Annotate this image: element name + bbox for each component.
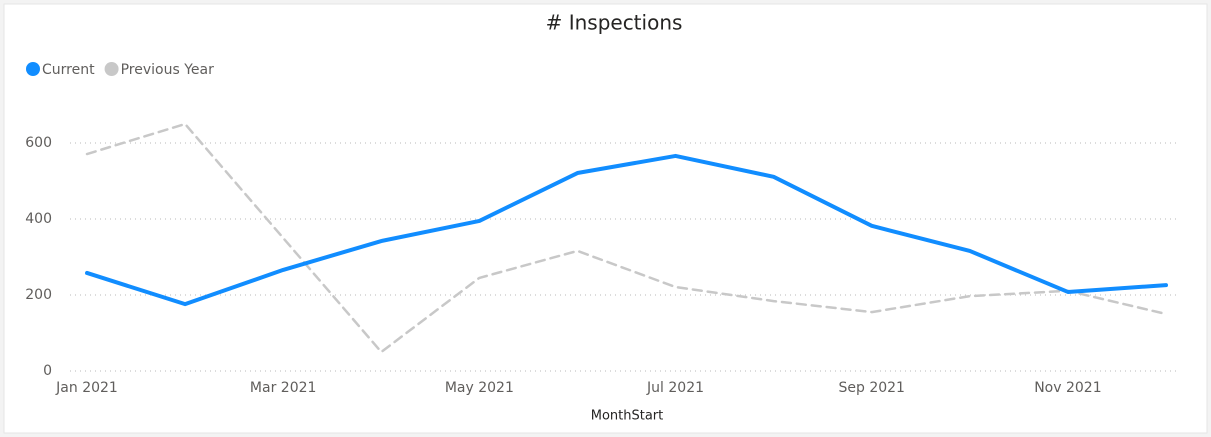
x-tick-label: May 2021 xyxy=(445,380,514,396)
legend-label: Previous Year xyxy=(121,62,215,78)
x-tick-label: Jul 2021 xyxy=(646,380,704,396)
legend-marker xyxy=(104,62,119,76)
line-series xyxy=(85,153,1168,307)
y-tick-label: 400 xyxy=(25,211,52,227)
y-tick-label: 0 xyxy=(43,363,52,379)
legend-label: Current xyxy=(42,62,95,78)
y-tick-label: 200 xyxy=(25,287,52,303)
chart-title: # Inspections xyxy=(546,11,683,35)
y-tick-label: 600 xyxy=(25,135,52,151)
x-tick-label: Mar 2021 xyxy=(250,380,317,396)
x-tick-label: Sep 2021 xyxy=(838,380,904,396)
x-tick-label: Jan 2021 xyxy=(55,380,118,396)
line-series xyxy=(85,122,1168,354)
x-tick-label: Nov 2021 xyxy=(1034,380,1101,396)
legend-marker xyxy=(26,62,40,76)
x-axis-title: MonthStart xyxy=(591,409,664,424)
